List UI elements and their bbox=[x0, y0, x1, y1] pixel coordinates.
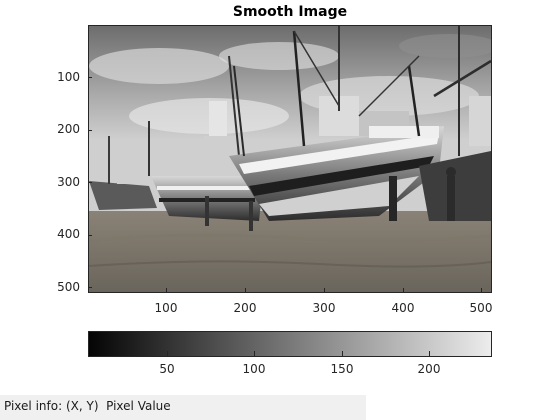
colorbar-tick-label: 150 bbox=[330, 362, 354, 376]
colorbar-tick-label: 100 bbox=[242, 362, 266, 376]
pixel-info-panel bbox=[0, 395, 366, 420]
x-tick-mark bbox=[481, 288, 482, 292]
y-tick-mark bbox=[88, 182, 92, 183]
y-tick-label: 400 bbox=[57, 227, 80, 241]
x-tick-label: 500 bbox=[469, 301, 493, 315]
x-tick-mark bbox=[324, 288, 325, 292]
y-tick-label: 500 bbox=[57, 280, 80, 294]
colorbar-tick-mark bbox=[254, 351, 255, 356]
colorbar-tick-label: 200 bbox=[417, 362, 441, 376]
y-tick-label: 100 bbox=[57, 70, 80, 84]
y-tick-mark bbox=[88, 77, 92, 78]
x-tick-label: 400 bbox=[391, 301, 415, 315]
colorbar[interactable] bbox=[88, 331, 492, 357]
x-tick-mark bbox=[403, 288, 404, 292]
y-tick-mark bbox=[88, 287, 92, 288]
pixel-info-text: Pixel info: (X, Y) Pixel Value bbox=[4, 399, 171, 413]
x-tick-mark bbox=[166, 288, 167, 292]
smooth-image bbox=[89, 26, 491, 292]
colorbar-tick-mark bbox=[429, 351, 430, 356]
pixel-info-value: (X, Y) Pixel Value bbox=[65, 399, 171, 413]
y-tick-mark bbox=[88, 235, 92, 236]
x-tick-label: 100 bbox=[154, 301, 178, 315]
x-tick-label: 300 bbox=[312, 301, 336, 315]
y-tick-label: 300 bbox=[57, 175, 80, 189]
colorbar-tick-mark bbox=[342, 351, 343, 356]
colorbar-tick-mark bbox=[167, 351, 168, 356]
y-tick-label: 200 bbox=[57, 122, 80, 136]
x-tick-label: 200 bbox=[233, 301, 257, 315]
colorbar-tick-label: 50 bbox=[159, 362, 175, 376]
x-tick-mark bbox=[245, 288, 246, 292]
figure-title: Smooth Image bbox=[232, 4, 348, 20]
pixel-info-label: Pixel info: bbox=[4, 399, 63, 413]
y-tick-mark bbox=[88, 130, 92, 131]
image-axes[interactable] bbox=[88, 25, 492, 293]
